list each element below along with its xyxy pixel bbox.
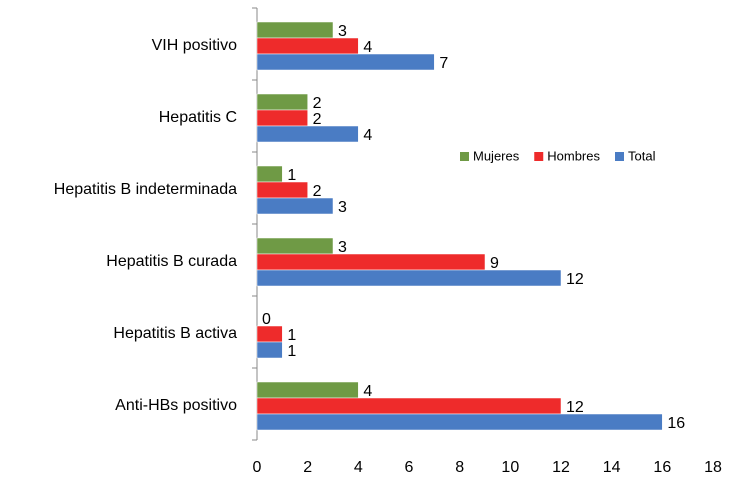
data-label: 2 (313, 95, 322, 112)
data-label: 3 (338, 199, 347, 216)
bar (256, 381, 359, 399)
category-label: Hepatitis C (159, 109, 237, 126)
legend-swatch (460, 152, 469, 161)
x-tick-label: 2 (303, 459, 312, 476)
bar (256, 165, 283, 183)
legend-swatch (615, 152, 624, 161)
data-label: 3 (338, 23, 347, 40)
bar (256, 269, 562, 287)
bar (256, 341, 283, 359)
data-label: 1 (287, 167, 296, 184)
bar (256, 197, 334, 215)
bar (256, 93, 308, 111)
data-label: 4 (363, 383, 372, 400)
bar (256, 53, 435, 71)
bar (256, 413, 663, 431)
x-tick-label: 6 (405, 459, 414, 476)
bar (256, 325, 283, 343)
data-label: 9 (490, 255, 499, 272)
data-label: 4 (363, 127, 372, 144)
data-label: 4 (363, 39, 372, 56)
x-tick-label: 12 (552, 459, 570, 476)
data-label: 2 (313, 183, 322, 200)
data-label: 7 (439, 55, 448, 72)
data-label: 16 (667, 415, 685, 432)
data-label: 1 (287, 327, 296, 344)
category-label: Hepatitis B indeterminada (54, 181, 237, 198)
legend-swatch (534, 152, 544, 161)
bar (256, 237, 334, 255)
data-label: 0 (262, 311, 271, 328)
data-label: 1 (287, 343, 296, 360)
category-label: Anti-HBs positivo (115, 397, 237, 414)
data-label: 3 (338, 239, 347, 256)
x-tick-label: 10 (501, 459, 519, 476)
bar (256, 109, 308, 127)
x-tick-label: 18 (704, 459, 722, 476)
legend-text: Total (628, 148, 656, 163)
category-label: Hepatitis B activa (113, 325, 237, 342)
legend-text: Hombres (547, 148, 600, 163)
legend-text: Mujeres (473, 148, 520, 163)
bar (256, 253, 486, 271)
data-label: 2 (313, 111, 322, 128)
bar (256, 21, 334, 39)
bar (256, 397, 562, 415)
x-tick-label: 4 (354, 459, 363, 476)
data-label: 12 (566, 271, 584, 288)
bar (256, 181, 308, 199)
bar (256, 37, 359, 55)
x-tick-label: 16 (653, 459, 671, 476)
category-label: VIH positivo (152, 37, 237, 54)
data-label: 12 (566, 399, 584, 416)
bar (256, 125, 359, 143)
x-tick-label: 14 (603, 459, 621, 476)
x-tick-label: 0 (253, 459, 262, 476)
category-label: Hepatitis B curada (106, 253, 237, 270)
x-tick-label: 8 (455, 459, 464, 476)
